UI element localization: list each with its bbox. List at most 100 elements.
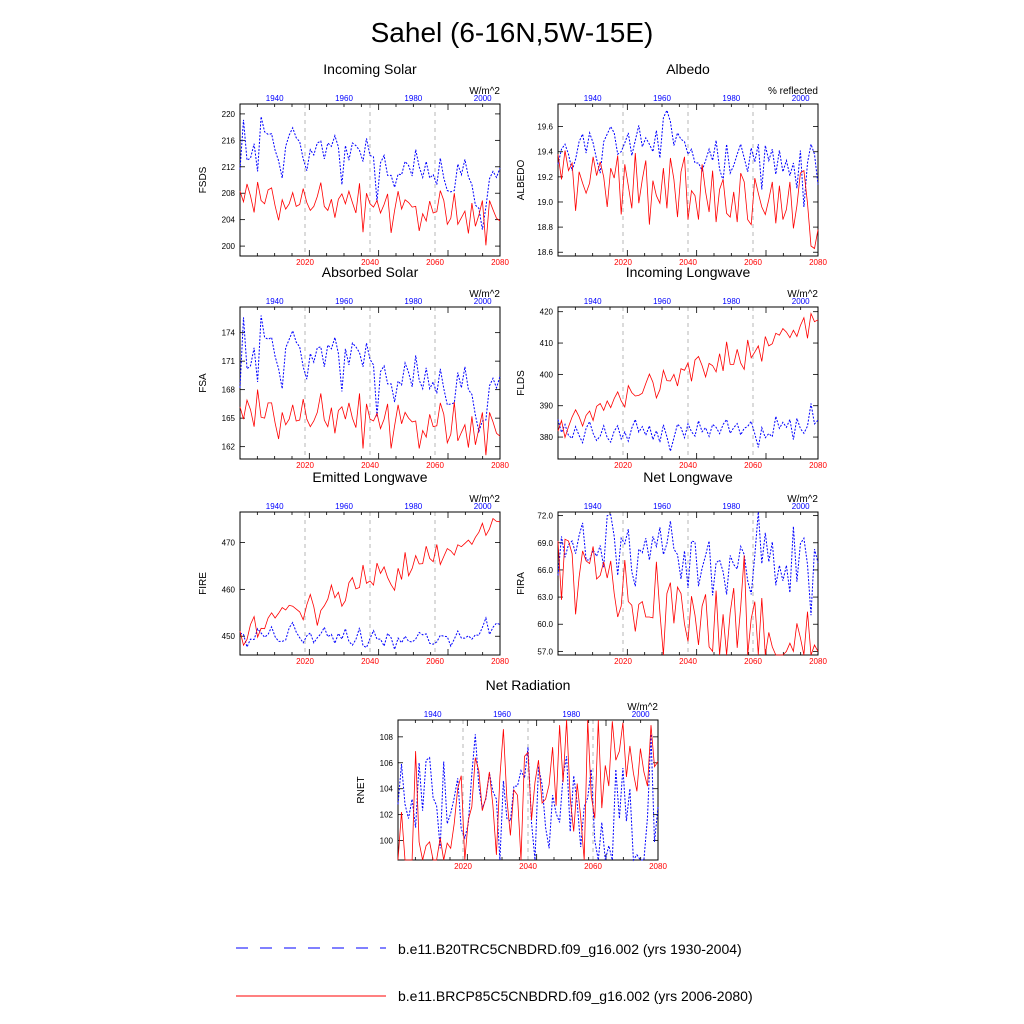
chart-panels: Incoming Solar W/m^2 FSDS 2020 2040 2060 2080 1… — [198, 61, 827, 871]
x-tick-label-top: 2000 — [792, 502, 810, 511]
y-tick-label: 220 — [222, 110, 236, 119]
plot-frame — [557, 511, 819, 656]
y-tick-label: 19.0 — [537, 198, 553, 207]
x-tick-label-top: 1940 — [266, 502, 284, 511]
x-tick-label-top: 1960 — [653, 297, 671, 306]
x-tick-label-bottom: 2040 — [361, 461, 379, 470]
y-tick-label: 69.0 — [537, 539, 553, 548]
panel-fire: Emitted Longwave W/m^2 FIRE 2020 2040 2060 208… — [198, 469, 509, 666]
x-tick-label-top: 1940 — [584, 502, 602, 511]
y-tick-label: 208 — [222, 189, 236, 198]
panel-title: Net Longwave — [643, 469, 733, 485]
x-tick-label-bottom: 2020 — [296, 258, 314, 267]
y-tick-label: 460 — [222, 585, 236, 594]
x-tick-label-bottom: 2060 — [744, 657, 762, 666]
x-tick-label-top: 2000 — [792, 297, 810, 306]
x-tick-label-top: 2000 — [474, 502, 492, 511]
y-tick-label: 171 — [222, 357, 236, 366]
y-tick-label: 104 — [380, 785, 394, 794]
y-tick-label: 63.0 — [537, 593, 553, 602]
y-tick-label: 162 — [222, 443, 236, 452]
x-tick-label-top: 2000 — [632, 710, 650, 719]
y-tick-label: 60.0 — [537, 620, 553, 629]
x-tick-label-top: 1960 — [335, 502, 353, 511]
x-tick-label-bottom: 2020 — [614, 657, 632, 666]
x-tick-label-top: 1980 — [404, 94, 422, 103]
x-tick-label-bottom: 2020 — [454, 862, 472, 871]
y-tick-label: 66.0 — [537, 566, 553, 575]
x-tick-label-bottom: 2060 — [426, 461, 444, 470]
series-line-historical — [239, 116, 501, 230]
x-tick-label-top: 1940 — [266, 94, 284, 103]
y-axis-label: FSA — [198, 373, 209, 393]
x-tick-label-top: 1940 — [584, 297, 602, 306]
series-line-future — [557, 150, 819, 250]
legend: b.e11.B20TRC5CNBDRD.f09_g16.002 (yrs 193… — [236, 941, 753, 1004]
x-tick-label-bottom: 2080 — [809, 461, 827, 470]
panel-title: Incoming Longwave — [626, 264, 751, 280]
y-axis-label: FIRE — [198, 572, 209, 595]
y-tick-label: 100 — [380, 837, 394, 846]
panel-units: W/m^2 — [469, 494, 500, 505]
y-tick-label: 102 — [380, 811, 394, 820]
x-tick-label-top: 1960 — [335, 297, 353, 306]
series-line-historical — [557, 403, 819, 452]
x-tick-label-top: 1980 — [722, 502, 740, 511]
x-tick-label-top: 2000 — [474, 94, 492, 103]
panel-units: W/m^2 — [469, 289, 500, 300]
panel-units: W/m^2 — [787, 494, 818, 505]
x-tick-label-top: 1980 — [404, 502, 422, 511]
y-tick-label: 390 — [540, 402, 554, 411]
series-line-future — [239, 389, 501, 456]
x-tick-label-top: 1960 — [653, 94, 671, 103]
y-tick-label: 19.4 — [537, 148, 553, 157]
y-tick-label: 19.6 — [537, 123, 553, 132]
x-tick-label-bottom: 2060 — [584, 862, 602, 871]
series-line-historical — [239, 616, 501, 652]
y-tick-label: 450 — [222, 632, 236, 641]
y-tick-label: 18.6 — [537, 248, 553, 257]
x-tick-label-bottom: 2040 — [679, 258, 697, 267]
x-tick-label-bottom: 2040 — [361, 258, 379, 267]
panel-units: W/m^2 — [787, 289, 818, 300]
x-tick-label-bottom: 2020 — [614, 258, 632, 267]
panel-flds: Incoming Longwave W/m^2 FLDS 2020 2040 2060 20… — [516, 264, 827, 470]
x-tick-label-bottom: 2080 — [491, 657, 509, 666]
y-tick-label: 380 — [540, 433, 554, 442]
y-tick-label: 19.2 — [537, 173, 553, 182]
x-tick-label-bottom: 2060 — [426, 657, 444, 666]
panel-fira: Net Longwave W/m^2 FIRA 2020 2040 2060 2080 194… — [516, 469, 827, 666]
y-axis-label: ALBEDO — [516, 159, 527, 200]
plot-frame — [557, 103, 819, 257]
x-tick-label-top: 1980 — [722, 297, 740, 306]
y-axis-label: FLDS — [516, 370, 527, 396]
y-axis-label: RNET — [356, 776, 367, 803]
series-line-historical — [397, 734, 659, 862]
x-tick-label-bottom: 2080 — [809, 258, 827, 267]
y-tick-label: 57.0 — [537, 647, 553, 656]
series-line-historical — [557, 108, 819, 208]
x-tick-label-bottom: 2040 — [519, 862, 537, 871]
x-tick-label-bottom: 2020 — [614, 461, 632, 470]
figure-title: Sahel (6-16N,5W-15E) — [371, 17, 654, 48]
x-tick-label-top: 1940 — [424, 710, 442, 719]
x-tick-label-bottom: 2060 — [744, 461, 762, 470]
y-tick-label: 200 — [222, 242, 236, 251]
y-tick-label: 106 — [380, 759, 394, 768]
y-tick-label: 212 — [222, 163, 236, 172]
series-line-future — [239, 181, 501, 246]
x-tick-label-top: 1980 — [404, 297, 422, 306]
panel-title: Incoming Solar — [323, 61, 417, 77]
x-tick-label-bottom: 2040 — [679, 461, 697, 470]
y-tick-label: 400 — [540, 370, 554, 379]
x-tick-label-bottom: 2020 — [296, 657, 314, 666]
x-tick-label-bottom: 2040 — [361, 657, 379, 666]
x-tick-label-bottom: 2080 — [809, 657, 827, 666]
x-tick-label-bottom: 2020 — [296, 461, 314, 470]
y-tick-label: 204 — [222, 216, 236, 225]
panel-title: Albedo — [666, 61, 710, 77]
panel-fsds: Incoming Solar W/m^2 FSDS 2020 2040 2060 2080 1… — [198, 61, 509, 267]
series-line-historical — [239, 315, 501, 434]
x-tick-label-top: 1980 — [562, 710, 580, 719]
